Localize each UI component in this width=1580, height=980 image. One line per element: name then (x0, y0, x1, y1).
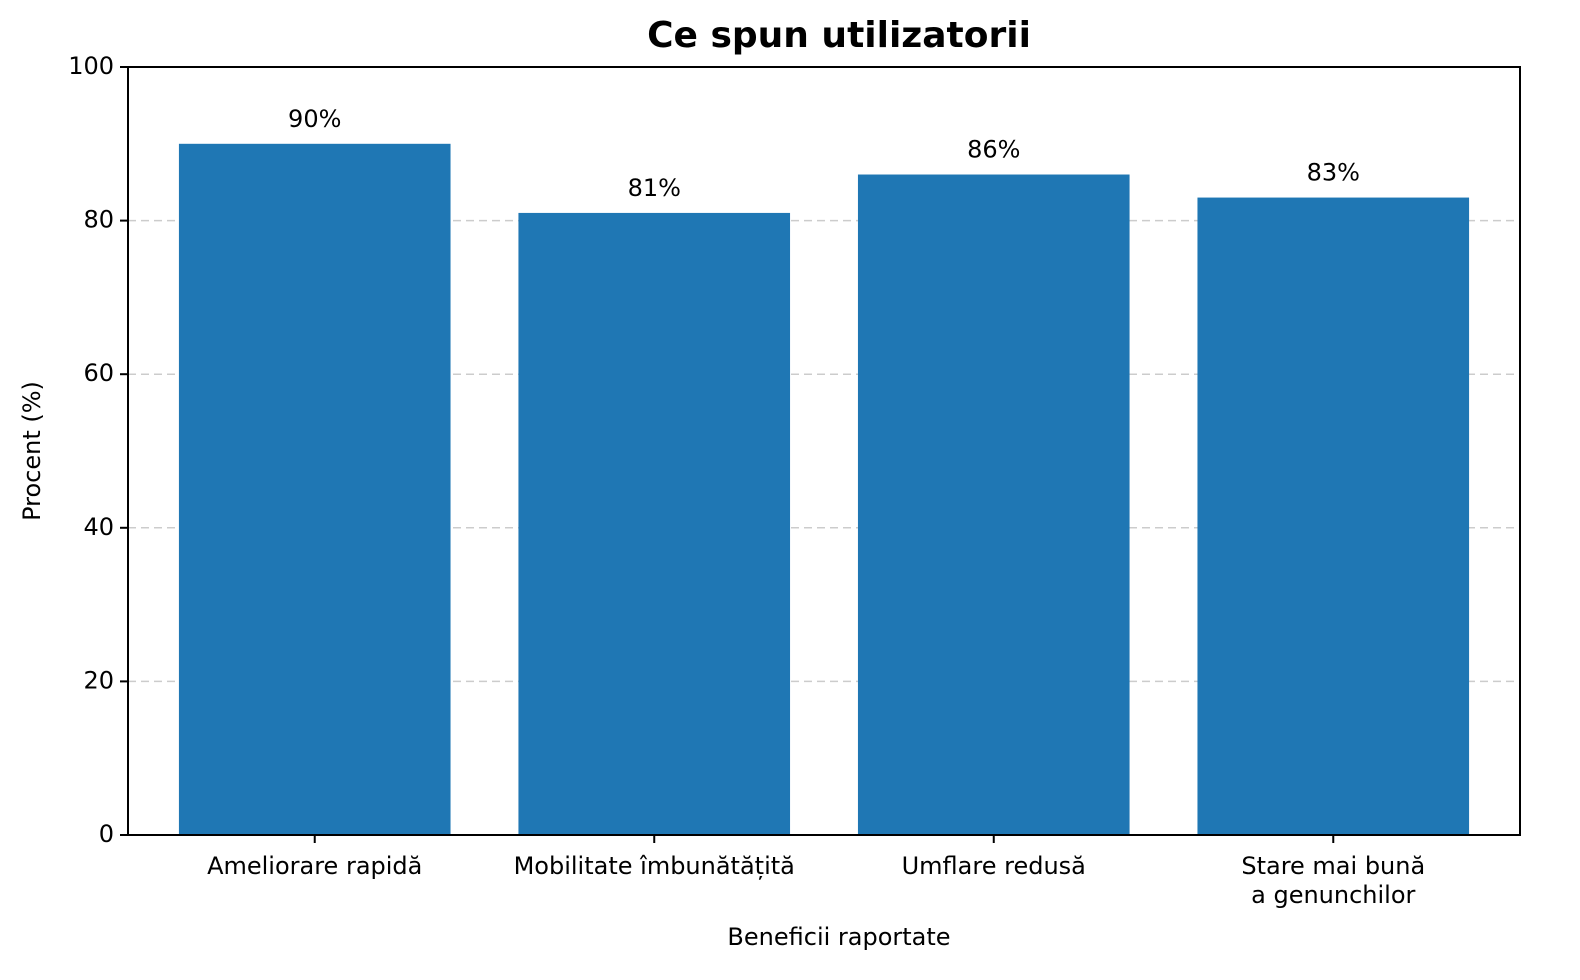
value-label: 83% (1307, 159, 1360, 187)
x-tick-label: Ameliorare rapidă (207, 852, 422, 880)
x-tick-label: Stare mai bună a genunchilor (1241, 852, 1425, 909)
value-label: 86% (967, 136, 1020, 164)
value-label: 90% (288, 105, 341, 133)
bar (857, 174, 1130, 835)
y-axis-label: Procent (%) (18, 381, 46, 521)
bar (518, 212, 791, 836)
bar (178, 143, 451, 836)
y-tick-label: 20 (83, 666, 114, 694)
y-tick-label: 40 (83, 513, 114, 541)
x-tick-label: Mobilitate îmbunătățită (514, 852, 795, 880)
chart-title: Ce spun utilizatorii (647, 15, 1031, 56)
value-label: 81% (628, 174, 681, 202)
y-tick-label: 80 (83, 206, 114, 234)
x-tick-label: Umflare redusă (902, 852, 1086, 880)
bar (1197, 197, 1470, 835)
x-axis-label: Beneficii raportate (727, 923, 950, 951)
plot-frame (127, 66, 1521, 836)
y-tick-label: 0 (99, 820, 114, 848)
bars (178, 143, 1470, 836)
y-tick-label: 100 (68, 52, 114, 80)
y-tick-label: 60 (83, 359, 114, 387)
